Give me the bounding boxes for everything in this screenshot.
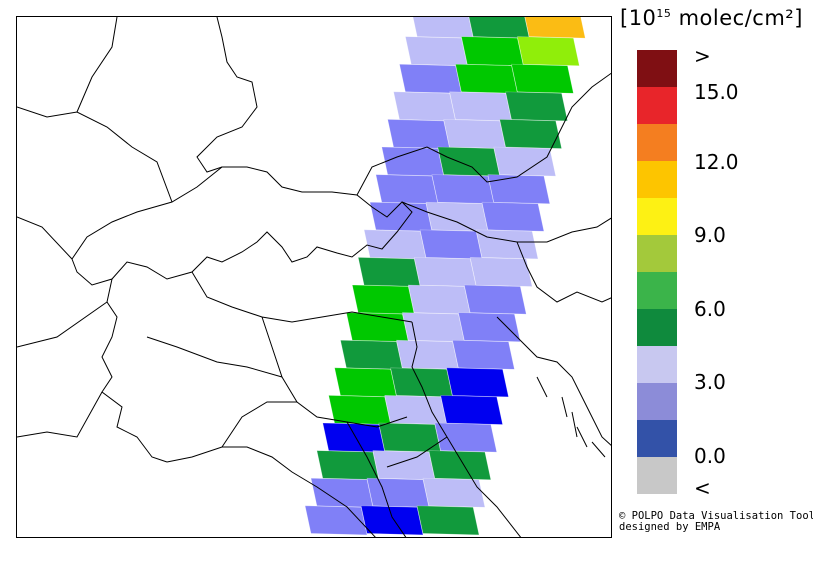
legend-swatch [637, 346, 677, 383]
color-legend [637, 50, 677, 494]
swath-pixel [425, 201, 489, 232]
swath-pixel [422, 477, 486, 508]
legend-swatch [637, 457, 677, 494]
credit-line-2: designed by EMPA [619, 521, 721, 533]
legend-swatch [637, 124, 677, 161]
swath-pixel [360, 505, 424, 536]
swath-pixel [334, 367, 397, 398]
swath-pixel [419, 229, 483, 260]
swath-pixel [413, 257, 477, 287]
legend-label: 12.0 [694, 150, 739, 174]
swath-pixel [517, 36, 580, 67]
swath-pixel [524, 17, 586, 39]
legend-label: > [694, 44, 711, 68]
legend-label: 15.0 [694, 80, 739, 104]
legend-label: 6.0 [694, 297, 726, 321]
swath-pixel [463, 284, 527, 315]
swath-pixel [469, 257, 533, 287]
swath-pixel [340, 339, 403, 370]
legend-swatch [637, 272, 677, 309]
swath-pixel [499, 119, 562, 149]
swath-pixel [437, 146, 501, 177]
swath-pixel [393, 91, 456, 122]
legend-swatch [637, 198, 677, 235]
swath-pixel [405, 36, 468, 67]
swath-pixel [481, 201, 545, 232]
credit-text: © POLPO Data Visualisation Tool designed… [619, 511, 813, 533]
legend-swatch [637, 87, 677, 124]
swath-pixel [366, 477, 430, 508]
swath-pixel [443, 119, 506, 149]
credit-line-1: © POLPO Data Visualisation Tool [619, 510, 813, 522]
swath-pixel [351, 284, 415, 315]
swath-pixel [412, 17, 474, 39]
legend-label: 0.0 [694, 444, 726, 468]
swath-pixel [396, 339, 459, 370]
coast-ligurian [166, 446, 376, 537]
swath-pixel [316, 450, 380, 481]
swath-pixel [416, 505, 480, 536]
border-france-italy [101, 278, 168, 463]
swath-pixel [310, 477, 374, 508]
swath-pixel [428, 450, 492, 481]
legend-swatch [637, 161, 677, 198]
swath-pixel [375, 174, 439, 205]
map-canvas [17, 17, 611, 537]
swath-pixel [461, 36, 524, 67]
swath-pixel [452, 339, 515, 370]
region-borders-france [17, 17, 173, 438]
swath-pixel [493, 146, 557, 177]
swath-pixel [399, 63, 462, 94]
swath-pixel [505, 91, 568, 122]
swath-pixel [458, 312, 521, 343]
legend-swatch [637, 383, 677, 420]
country-borders [17, 17, 611, 537]
swath-pixel [387, 119, 450, 149]
swath-pixel [322, 422, 386, 453]
border-switzerland [71, 166, 413, 286]
swath-pixel [475, 229, 539, 260]
croatian-islands [536, 376, 606, 458]
unit-label: [1015 molec/cm²] [620, 6, 803, 30]
swath-pixel [407, 284, 471, 315]
swath-pixel [372, 450, 436, 481]
swath-pixel [455, 63, 518, 94]
border-slovenia-croatia [496, 241, 611, 446]
swath-pixel [468, 17, 530, 39]
swath-pixel [402, 312, 465, 343]
legend-label: 9.0 [694, 223, 726, 247]
swath-pixel [511, 63, 574, 94]
legend-swatch [637, 235, 677, 272]
legend-label: 3.0 [694, 370, 726, 394]
swath-pixel [346, 312, 409, 343]
coast-adriatic [411, 321, 522, 537]
swath-pixel [357, 257, 421, 287]
swath-pixel [449, 91, 512, 122]
swath-pixel [440, 395, 503, 425]
border-germany-austria [196, 17, 611, 196]
legend-label: < [694, 476, 711, 500]
legend-swatch [637, 309, 677, 346]
map-panel [16, 16, 612, 538]
swath-pixel [304, 505, 368, 536]
legend-swatch [637, 420, 677, 457]
legend-swatch [637, 50, 677, 87]
swath-pixel [446, 367, 509, 398]
swath-pixel [390, 367, 453, 398]
region-borders-italy [146, 271, 448, 537]
satellite-swath [304, 17, 586, 536]
swath-pixel [487, 174, 551, 205]
swath-pixel [434, 422, 498, 453]
